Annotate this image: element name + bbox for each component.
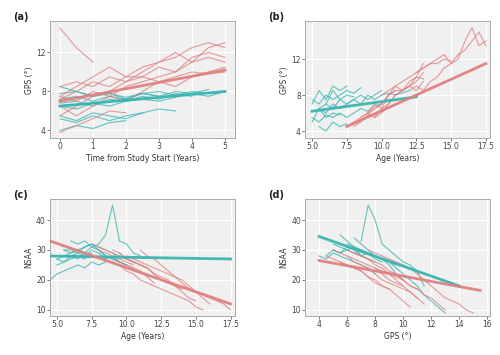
Text: (b): (b): [268, 12, 284, 22]
X-axis label: Age (Years): Age (Years): [376, 154, 420, 163]
X-axis label: Time from Study Start (Years): Time from Study Start (Years): [86, 154, 199, 163]
Y-axis label: NSAA: NSAA: [24, 247, 34, 268]
Y-axis label: GPS (°): GPS (°): [24, 66, 34, 93]
Text: (d): (d): [268, 190, 284, 200]
Text: (c): (c): [13, 190, 28, 200]
Y-axis label: NSAA: NSAA: [280, 247, 288, 268]
X-axis label: Age (Years): Age (Years): [120, 332, 164, 341]
Text: (a): (a): [13, 12, 28, 22]
Y-axis label: GPS (°): GPS (°): [280, 66, 288, 93]
X-axis label: GPS (°): GPS (°): [384, 332, 411, 341]
